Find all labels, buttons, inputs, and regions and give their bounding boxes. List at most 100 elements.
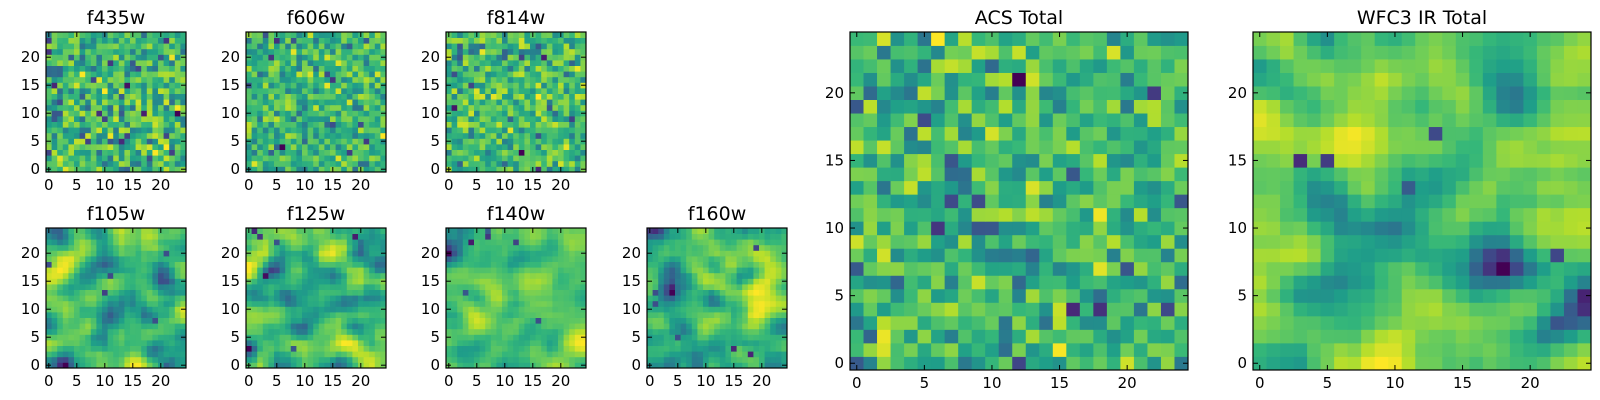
heatmap-cell [85,116,92,122]
heatmap-cell [246,289,252,296]
heatmap-cell [770,334,777,341]
heatmap-cell [163,272,170,279]
heatmap-cell [708,278,715,285]
heatmap-cell [290,37,297,44]
heatmap-cell [57,116,64,122]
heatmap-cell [1066,180,1081,195]
heatmap-cell [502,60,508,66]
heatmap-cell [358,317,364,324]
heatmap-cell [569,43,576,50]
heatmap-cell [46,149,52,156]
heatmap-cell [541,351,548,358]
heatmap-cell [57,239,64,246]
heatmap-cell [363,54,370,61]
heatmap-cell [850,207,864,222]
heatmap-cell [130,289,136,296]
heatmap-cell [658,345,665,352]
heatmap-cell [1079,342,1094,357]
heatmap-cell [158,104,164,111]
heatmap-cell [257,149,264,156]
heatmap-cell [680,317,687,324]
heatmap-cell [490,272,497,279]
heatmap-cell [552,166,559,173]
heatmap-cell [647,267,653,274]
heatmap-cell [764,272,771,279]
heatmap-cell [79,356,86,363]
heatmap-cell [285,127,292,134]
heatmap-cell [141,93,148,100]
heatmap-cell [330,289,336,296]
heatmap-cell [130,278,136,285]
heatmap-cell [917,275,932,290]
heatmap-cell [180,155,187,162]
heatmap-cell [180,267,187,274]
heatmap-cell [135,110,142,117]
heatmap-cell [1120,315,1135,330]
heatmap-cell [124,244,131,251]
heatmap-cell [341,306,348,313]
heatmap-cell [652,356,659,363]
heatmap-cell [135,256,142,262]
heatmap-cell [502,43,508,50]
heatmap-cell [380,345,387,352]
heatmap-cell [686,250,693,257]
heatmap-cell [324,166,331,173]
heatmap-cell [663,312,670,318]
heatmap-cell [569,166,576,173]
heatmap-cell [569,48,576,55]
heatmap-cell [462,300,469,307]
heatmap-cell [753,272,760,279]
heatmap-cell [462,32,469,38]
heatmap-cell [569,104,576,111]
heatmap-cell [262,104,269,111]
heatmap-cell [535,272,542,279]
heatmap-cell [697,351,704,358]
heatmap-cell [90,267,97,274]
heatmap-cell [944,248,959,263]
heatmap-cell [46,233,52,240]
heatmap-cell [96,88,103,94]
heatmap-cell [296,166,303,173]
heatmap-cell [46,144,52,150]
heatmap-cell [451,43,458,50]
heatmap-cell [658,267,665,274]
heatmap-cell [141,43,148,50]
heatmap-cell [524,149,531,156]
heatmap-cell [90,155,97,162]
heatmap-cell [714,351,721,358]
heatmap-cell [79,144,86,150]
heatmap-cell [174,295,181,302]
heatmap-cell [324,267,331,274]
heatmap-cell [552,323,559,330]
heatmap-cell [462,244,469,251]
heatmap-cell [302,284,308,290]
heatmap-cell [479,362,486,369]
heatmap-cell [697,256,704,262]
heatmap-cell [374,155,381,162]
heatmap-cell [462,110,469,117]
heatmap-cell [352,289,359,296]
heatmap-cell [124,228,131,234]
heatmap-cell [51,155,58,162]
heatmap-cell [479,65,486,72]
heatmap-cell [985,315,1000,330]
heatmap-cell [369,54,376,61]
heatmap-cell [96,116,103,122]
heatmap-cell [174,144,181,150]
heatmap-cell [1106,207,1121,222]
heatmap-cell [518,160,525,167]
heatmap-cell [680,267,687,274]
heatmap-cell [580,261,587,268]
heatmap-cell [363,110,370,117]
heatmap-cell [296,149,303,156]
heatmap-cell [141,160,148,167]
heatmap-cell [680,312,687,318]
heatmap-cell [96,138,103,145]
heatmap-cell [742,267,749,274]
heatmap-cell [152,76,159,83]
heatmap-cell [163,60,170,66]
heatmap-cell [485,144,492,150]
heatmap-cell [335,166,342,173]
heatmap-cell [107,138,114,145]
heatmap-cell [74,261,80,268]
